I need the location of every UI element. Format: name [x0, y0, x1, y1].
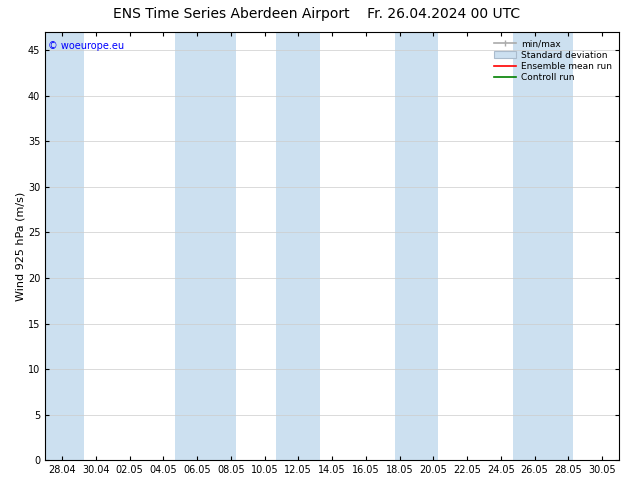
- Bar: [45, 32, 84, 460]
- Bar: [394, 32, 438, 460]
- Bar: [175, 32, 236, 460]
- Bar: [513, 32, 573, 460]
- Legend: min/max, Standard deviation, Ensemble mean run, Controll run: min/max, Standard deviation, Ensemble me…: [491, 37, 614, 85]
- Text: © woeurope.eu: © woeurope.eu: [48, 41, 124, 50]
- Y-axis label: Wind 925 hPa (m/s): Wind 925 hPa (m/s): [15, 192, 25, 301]
- Text: ENS Time Series Aberdeen Airport    Fr. 26.04.2024 00 UTC: ENS Time Series Aberdeen Airport Fr. 26.…: [113, 7, 521, 22]
- Bar: [276, 32, 320, 460]
